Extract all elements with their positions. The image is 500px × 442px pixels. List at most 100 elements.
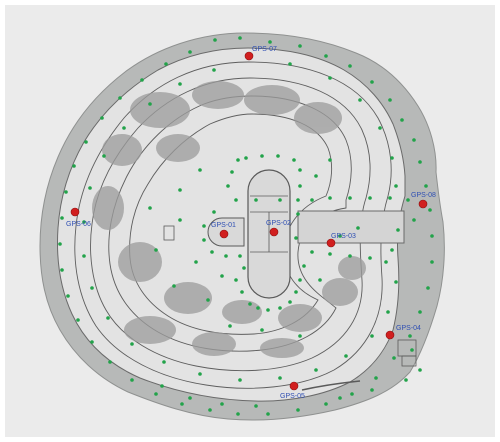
survey-point bbox=[390, 156, 394, 160]
survey-point bbox=[90, 286, 94, 290]
survey-point bbox=[292, 158, 296, 162]
survey-point bbox=[358, 98, 362, 102]
gps-label: GPS-08 bbox=[411, 192, 436, 199]
gps-label: GPS-07 bbox=[252, 46, 277, 53]
gps-point[interactable]: GPS-07 bbox=[244, 46, 277, 61]
survey-point bbox=[82, 220, 86, 224]
survey-point bbox=[324, 54, 328, 58]
survey-point bbox=[82, 254, 86, 258]
survey-point bbox=[348, 196, 352, 200]
survey-point bbox=[188, 396, 192, 400]
gps-point[interactable]: GPS-02 bbox=[266, 220, 291, 237]
survey-point bbox=[238, 254, 242, 258]
survey-point bbox=[108, 360, 112, 364]
survey-point bbox=[348, 254, 352, 258]
survey-point bbox=[370, 388, 374, 392]
gps-marker-dot[interactable] bbox=[269, 227, 279, 237]
survey-point bbox=[298, 44, 302, 48]
survey-point bbox=[72, 164, 76, 168]
survey-point bbox=[278, 198, 282, 202]
survey-point bbox=[268, 40, 272, 44]
gps-label: GPS-02 bbox=[266, 220, 291, 227]
gps-point[interactable]: GPS-08 bbox=[411, 192, 436, 209]
survey-point bbox=[374, 376, 378, 380]
gps-marker-dot[interactable] bbox=[418, 199, 428, 209]
survey-point bbox=[426, 286, 430, 290]
survey-point bbox=[234, 198, 238, 202]
survey-point bbox=[408, 334, 412, 338]
survey-point bbox=[388, 98, 392, 102]
survey-point bbox=[220, 274, 224, 278]
survey-point bbox=[194, 260, 198, 264]
survey-point bbox=[294, 236, 298, 240]
survey-point bbox=[162, 360, 166, 364]
survey-point bbox=[328, 196, 332, 200]
survey-point bbox=[394, 280, 398, 284]
survey-point bbox=[428, 208, 432, 212]
survey-point bbox=[418, 160, 422, 164]
survey-point bbox=[224, 254, 228, 258]
survey-point bbox=[230, 170, 234, 174]
survey-point bbox=[310, 250, 314, 254]
gps-label: GPS-04 bbox=[396, 325, 421, 332]
survey-point bbox=[296, 198, 300, 202]
survey-point bbox=[60, 216, 64, 220]
gps-marker-dot[interactable] bbox=[385, 330, 395, 340]
survey-point bbox=[234, 278, 238, 282]
survey-point bbox=[400, 118, 404, 122]
survey-point bbox=[236, 412, 240, 416]
survey-point bbox=[164, 62, 168, 66]
survey-point bbox=[266, 412, 270, 416]
gps-marker-dot[interactable] bbox=[289, 381, 299, 391]
survey-point bbox=[388, 196, 392, 200]
gps-marker-dot[interactable] bbox=[244, 51, 254, 61]
survey-point bbox=[298, 184, 302, 188]
gps-point[interactable]: GPS-03 bbox=[326, 233, 356, 248]
survey-point bbox=[90, 340, 94, 344]
survey-point bbox=[148, 206, 152, 210]
gps-marker-dot[interactable] bbox=[326, 238, 336, 248]
survey-point bbox=[213, 38, 217, 42]
survey-point bbox=[140, 78, 144, 82]
survey-point bbox=[148, 102, 152, 106]
survey-point bbox=[84, 140, 88, 144]
survey-point bbox=[356, 226, 360, 230]
gps-label: GPS-06 bbox=[66, 221, 91, 228]
gps-marker-dot[interactable] bbox=[70, 207, 80, 217]
survey-point bbox=[392, 356, 396, 360]
survey-point bbox=[154, 392, 158, 396]
survey-point bbox=[386, 310, 390, 314]
gps-point[interactable]: GPS-01 bbox=[211, 222, 236, 239]
survey-point bbox=[276, 154, 280, 158]
survey-point bbox=[202, 238, 206, 242]
survey-point bbox=[418, 310, 422, 314]
survey-point bbox=[238, 36, 242, 40]
survey-point bbox=[384, 260, 388, 264]
survey-point bbox=[410, 348, 414, 352]
gps-point[interactable]: GPS-05 bbox=[280, 381, 305, 400]
gps-point[interactable]: GPS-06 bbox=[66, 207, 91, 228]
gps-point[interactable]: GPS-04 bbox=[385, 325, 421, 340]
survey-point bbox=[220, 402, 224, 406]
survey-point bbox=[202, 224, 206, 228]
gps-marker-dot[interactable] bbox=[219, 229, 229, 239]
survey-point bbox=[228, 324, 232, 328]
survey-point bbox=[100, 116, 104, 120]
survey-point bbox=[288, 62, 292, 66]
survey-point bbox=[160, 384, 164, 388]
survey-point bbox=[338, 234, 342, 238]
survey-point bbox=[60, 268, 64, 272]
survey-point bbox=[294, 290, 298, 294]
survey-point bbox=[236, 158, 240, 162]
survey-point bbox=[430, 234, 434, 238]
survey-point bbox=[238, 378, 242, 382]
survey-points bbox=[58, 36, 434, 416]
survey-point bbox=[368, 196, 372, 200]
survey-point bbox=[206, 298, 210, 302]
survey-point bbox=[178, 188, 182, 192]
survey-point bbox=[208, 408, 212, 412]
survey-point bbox=[298, 334, 302, 338]
survey-point bbox=[328, 76, 332, 80]
survey-point bbox=[266, 308, 270, 312]
